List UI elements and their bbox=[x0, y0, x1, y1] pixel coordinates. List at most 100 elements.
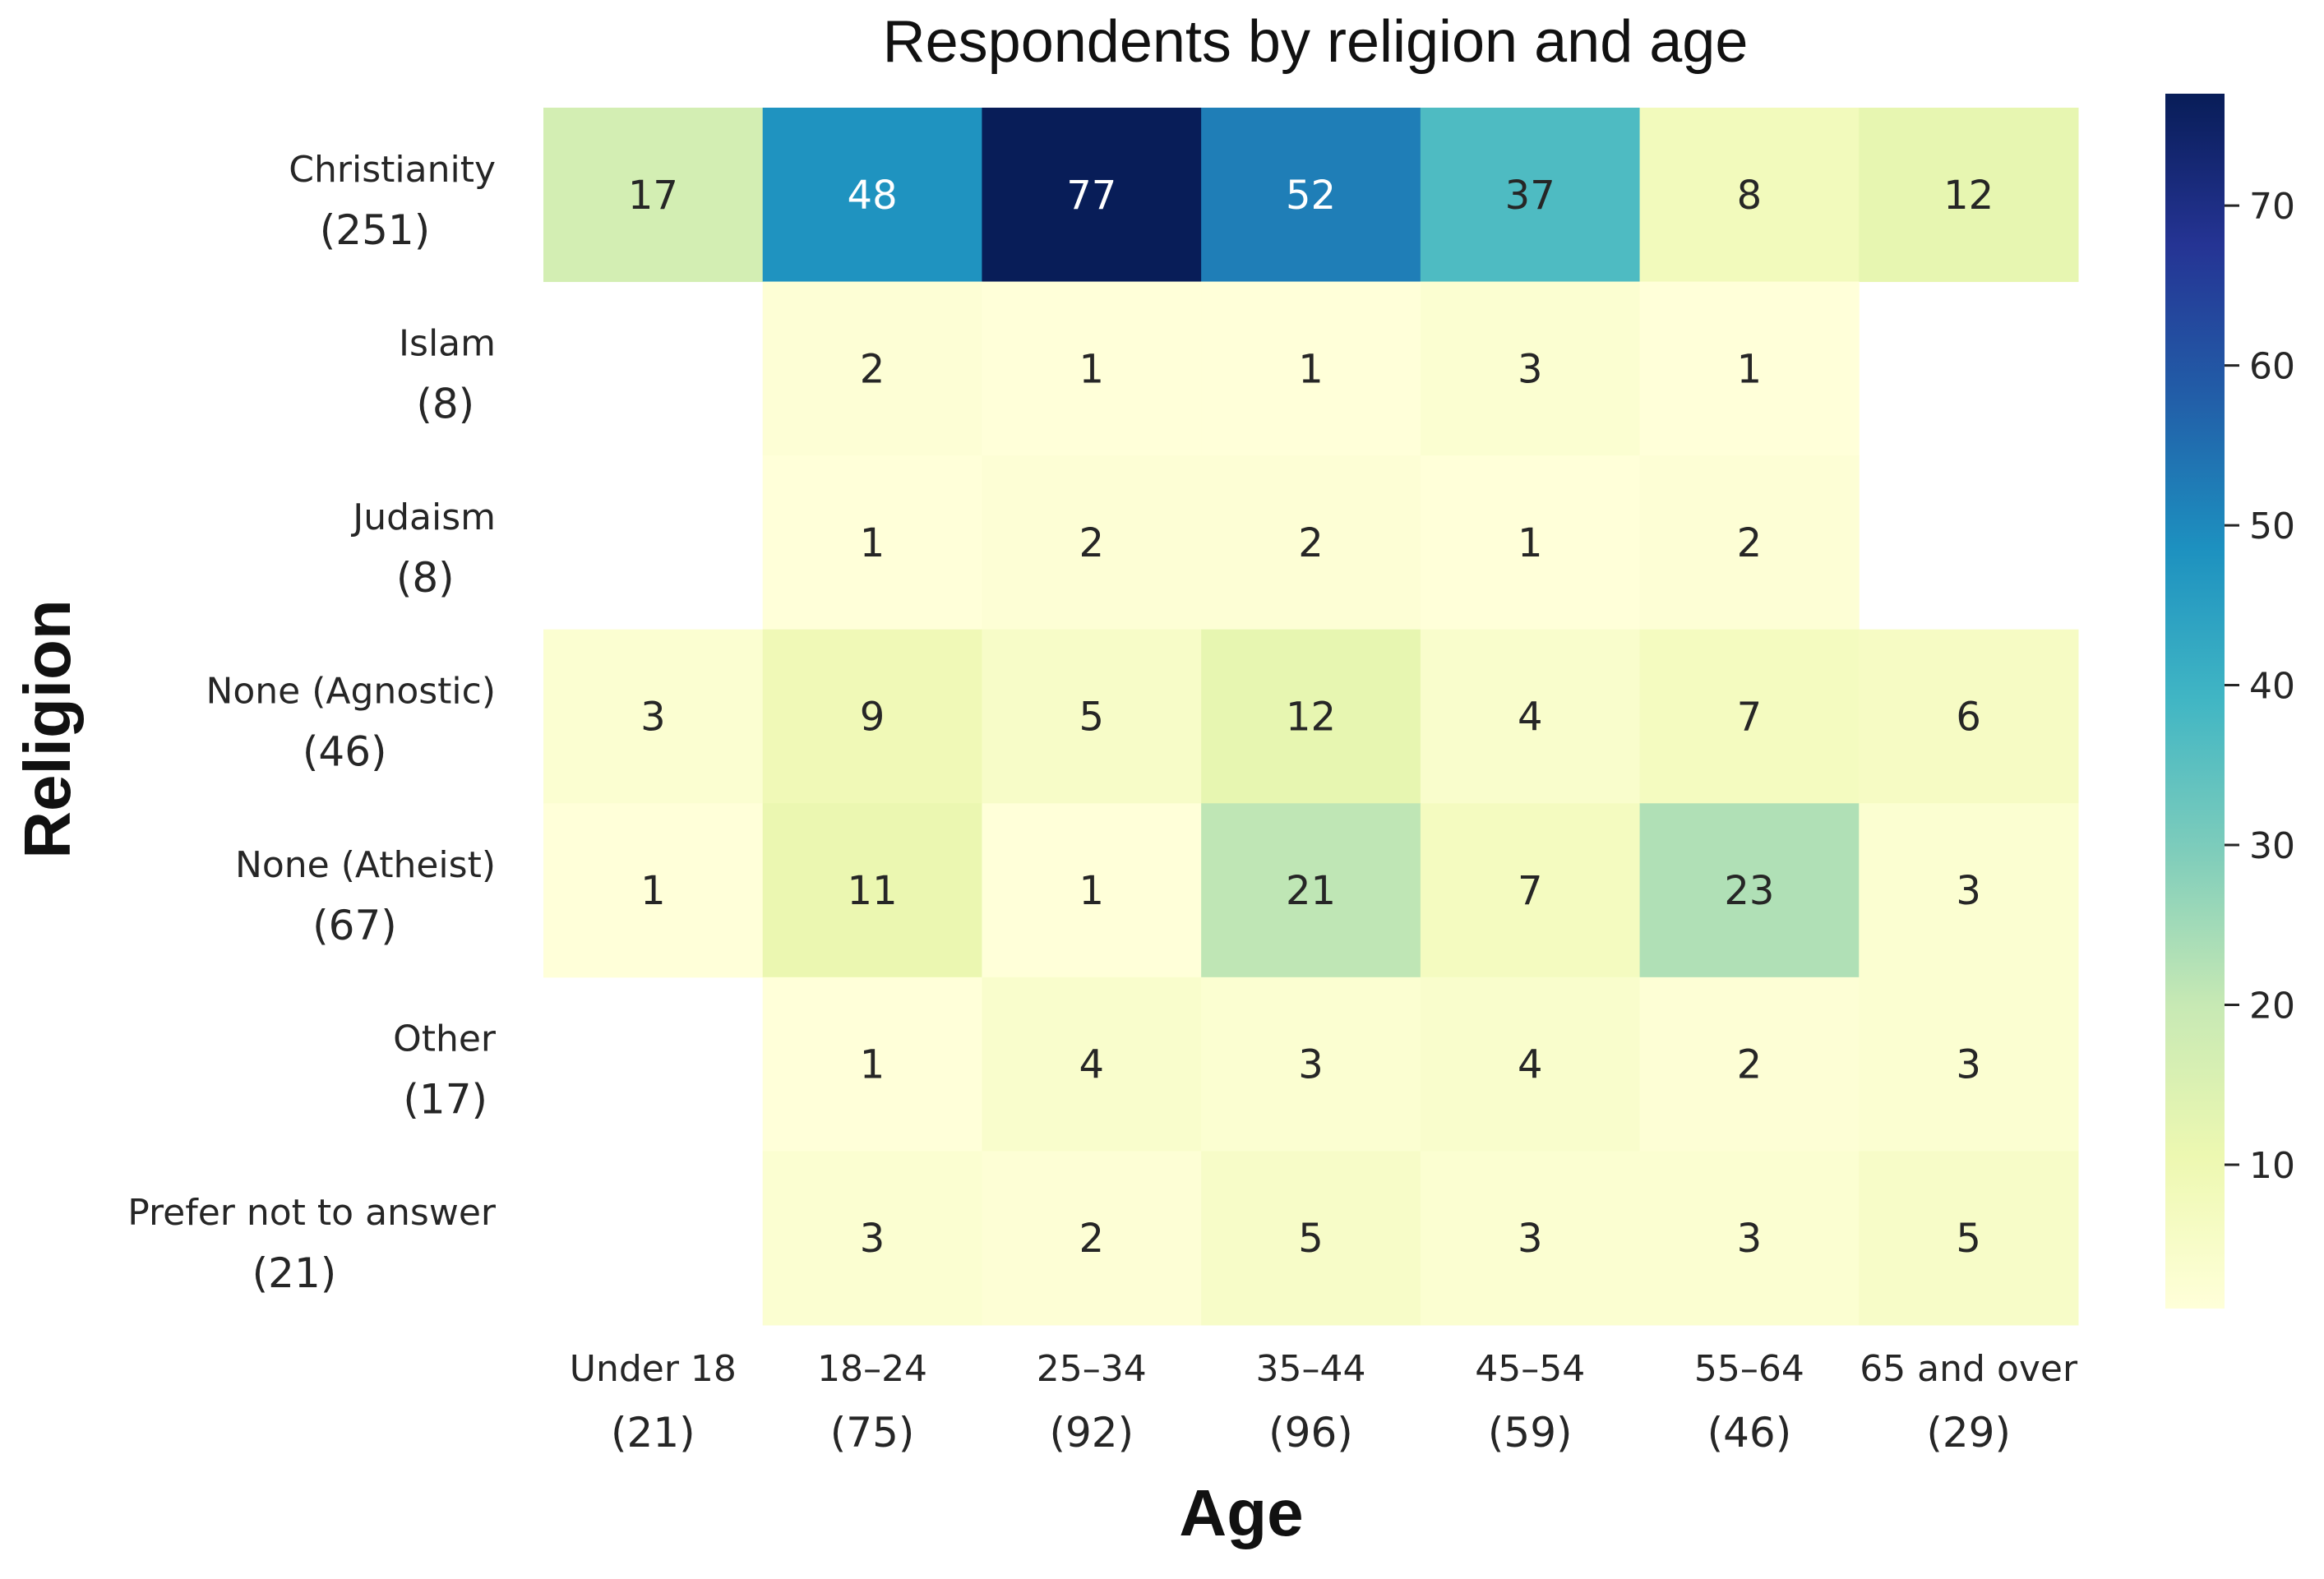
cell-value-label: 2 bbox=[860, 346, 885, 392]
cell-value-label: 17 bbox=[628, 173, 678, 219]
heatmap-cell bbox=[1201, 455, 1421, 630]
cell-value-label: 5 bbox=[1079, 695, 1105, 741]
y-tick-label: Prefer not to answer bbox=[127, 1192, 497, 1234]
cell-value-label: 2 bbox=[1079, 520, 1105, 566]
heatmap-cell bbox=[762, 976, 982, 1152]
cell-value-label: 52 bbox=[1286, 173, 1336, 219]
heatmap-cell bbox=[1420, 455, 1641, 630]
cell-value-label: 77 bbox=[1066, 173, 1116, 219]
cell-value-label: 11 bbox=[848, 868, 898, 914]
colorbar-tick-label: 60 bbox=[2249, 346, 2295, 388]
colorbar-tick-label: 70 bbox=[2249, 186, 2295, 228]
x-tick-label: 35–44 bbox=[1256, 1348, 1366, 1390]
cell-value-label: 2 bbox=[1737, 520, 1763, 566]
cell-value-label: 4 bbox=[1518, 1042, 1543, 1088]
heatmap-cell bbox=[1420, 803, 1641, 978]
heatmap-cell bbox=[1639, 455, 1860, 630]
x-tick-total: (59) bbox=[1488, 1409, 1573, 1457]
cell-value-label: 2 bbox=[1298, 520, 1324, 566]
cell-value-label: 7 bbox=[1737, 695, 1763, 741]
colorbar-tick-label: 20 bbox=[2249, 986, 2295, 1027]
x-tick-label: 65 and over bbox=[1860, 1348, 2078, 1390]
cell-value-label: 21 bbox=[1286, 868, 1336, 914]
cell-value-label: 3 bbox=[1956, 1042, 1981, 1088]
cell-value-label: 1 bbox=[1737, 346, 1763, 392]
cell-value-label: 7 bbox=[1518, 868, 1543, 914]
heatmap-cell bbox=[1201, 1151, 1421, 1326]
x-axis-label: Age bbox=[1179, 1476, 1303, 1549]
cell-value-label: 4 bbox=[1518, 695, 1543, 741]
cell-value-label: 1 bbox=[860, 1042, 885, 1088]
heatmap-cell bbox=[543, 629, 764, 804]
x-tick-label: 25–34 bbox=[1037, 1348, 1147, 1390]
heatmap-cell bbox=[762, 803, 982, 978]
heatmap-cell bbox=[762, 1151, 982, 1326]
heatmap-cell bbox=[762, 108, 982, 283]
cell-value-label: 1 bbox=[1518, 520, 1543, 566]
x-tick-total: (21) bbox=[611, 1409, 695, 1457]
heatmap-cells: 17 48 77 52 37 8 122 1 1 3 11 2 2 1 23 9 5 12 4 7 61 11 1 21 7 23… bbox=[543, 108, 2079, 1326]
y-tick-total: (17) bbox=[403, 1076, 487, 1124]
heatmap-cell bbox=[543, 108, 764, 283]
cell-value-label: 5 bbox=[1298, 1216, 1324, 1262]
x-tick-total: (46) bbox=[1707, 1409, 1792, 1457]
cell-value-label: 12 bbox=[1286, 695, 1336, 741]
heatmap-cell bbox=[762, 629, 982, 804]
x-tick-label: Under 18 bbox=[570, 1348, 737, 1390]
y-tick-total: (8) bbox=[396, 554, 455, 602]
cell-value-label: 3 bbox=[1737, 1216, 1763, 1262]
y-tick-label: Christianity bbox=[289, 149, 496, 191]
cell-value-label: 1 bbox=[1079, 346, 1105, 392]
cell-value-label: 3 bbox=[1518, 346, 1543, 392]
heatmap-cell bbox=[762, 281, 982, 456]
heatmap-cell bbox=[1201, 281, 1421, 456]
y-tick-label: Other bbox=[393, 1018, 497, 1060]
colorbar-tick-label: 10 bbox=[2249, 1145, 2295, 1187]
cell-value-label: 1 bbox=[640, 868, 666, 914]
heatmap-cell bbox=[1859, 1151, 2079, 1326]
heatmap-cell bbox=[543, 803, 764, 978]
x-tick-labels: Under 18 (21) 18–24 (75) 25–34 (92) 35–44 (96) 4… bbox=[570, 1348, 2078, 1457]
cell-value-label: 37 bbox=[1505, 173, 1555, 219]
x-tick-label: 55–64 bbox=[1694, 1348, 1804, 1390]
cell-value-label: 3 bbox=[860, 1216, 885, 1262]
y-tick-total: (21) bbox=[252, 1249, 337, 1297]
heatmap-cell bbox=[982, 629, 1202, 804]
heatmap-cell bbox=[1639, 629, 1860, 804]
cell-value-label: 6 bbox=[1956, 695, 1981, 741]
heatmap-cell bbox=[1859, 976, 2079, 1152]
colorbar-gradient bbox=[2165, 94, 2225, 1309]
heatmap-cell bbox=[1420, 281, 1641, 456]
heatmap-cell bbox=[1639, 803, 1860, 978]
cell-value-label: 2 bbox=[1737, 1042, 1763, 1088]
x-tick-total: (96) bbox=[1268, 1409, 1353, 1457]
cell-value-label: 1 bbox=[1298, 346, 1324, 392]
cell-value-label: 9 bbox=[860, 695, 885, 741]
y-tick-total: (251) bbox=[320, 206, 430, 254]
cell-value-label: 3 bbox=[640, 695, 666, 741]
heatmap-cell bbox=[1639, 1151, 1860, 1326]
heatmap-cell bbox=[1420, 629, 1641, 804]
cell-value-label: 23 bbox=[1724, 868, 1774, 914]
heatmap-cell bbox=[1201, 803, 1421, 978]
cell-value-label: 3 bbox=[1298, 1042, 1324, 1088]
heatmap-cell bbox=[1420, 108, 1641, 283]
heatmap-cell bbox=[982, 455, 1202, 630]
x-tick-total: (75) bbox=[830, 1409, 915, 1457]
heatmap-cell bbox=[1639, 108, 1860, 283]
colorbar-tick-label: 50 bbox=[2249, 506, 2295, 547]
cell-value-label: 3 bbox=[1956, 868, 1981, 914]
cell-value-label: 12 bbox=[1943, 173, 1994, 219]
cell-value-label: 48 bbox=[848, 173, 898, 219]
heatmap-cell bbox=[1201, 976, 1421, 1152]
heatmap-cell bbox=[1639, 281, 1860, 456]
cell-value-label: 5 bbox=[1956, 1216, 1981, 1262]
cell-value-label: 1 bbox=[860, 520, 885, 566]
x-tick-total: (29) bbox=[1926, 1409, 2011, 1457]
heatmap-cell bbox=[762, 455, 982, 630]
y-axis-label: Religion bbox=[11, 599, 84, 859]
heatmap-cell bbox=[982, 1151, 1202, 1326]
y-tick-label: None (Agnostic) bbox=[206, 671, 496, 713]
y-tick-total: (8) bbox=[416, 380, 474, 427]
heatmap-cell bbox=[982, 976, 1202, 1152]
